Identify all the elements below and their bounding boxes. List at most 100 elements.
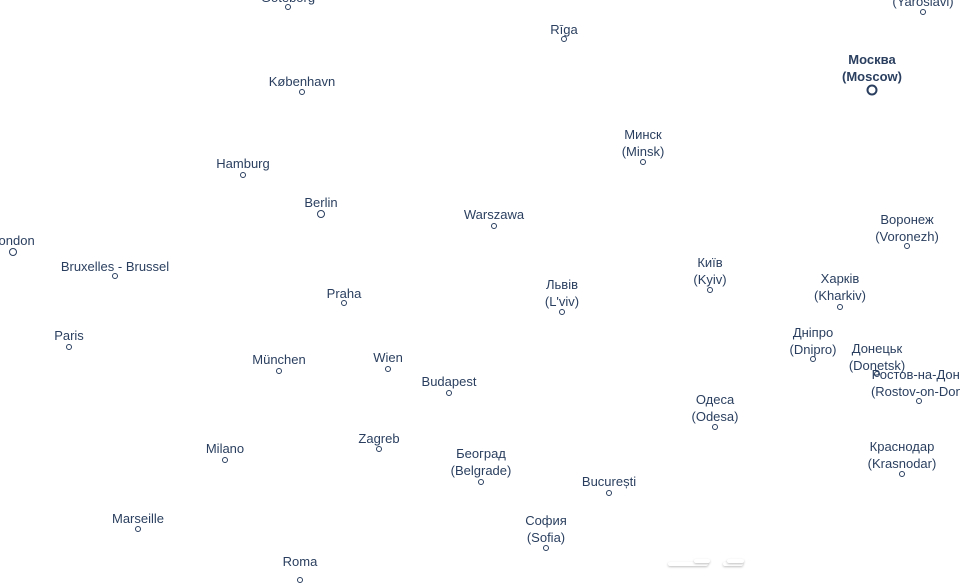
city-label-budapest: Budapest xyxy=(422,373,477,390)
city-name: Marseille xyxy=(111,511,165,526)
city-name-english: (Dnipro) xyxy=(789,342,837,357)
city-label-zagreb: Zagreb xyxy=(358,430,399,447)
city-marker-kyiv[interactable] xyxy=(707,287,713,293)
city-marker-münchen[interactable] xyxy=(276,368,282,374)
city-name-english: (Yaroslavl) xyxy=(892,0,954,9)
city-name: Донецьк xyxy=(851,341,903,356)
city-marker-donetsk[interactable] xyxy=(874,371,880,377)
city-marker-wien[interactable] xyxy=(385,366,391,372)
city-label-kharkiv: Харків (Kharkiv) xyxy=(814,270,866,304)
city-name-english: (Voronezh) xyxy=(875,229,939,244)
city-name: Roma xyxy=(282,554,318,569)
city-name: Одеса xyxy=(695,392,735,407)
city-label-odesa: Одеса (Odesa) xyxy=(692,391,739,425)
city-name-english: (Minsk) xyxy=(621,144,665,159)
city-name: București xyxy=(581,474,637,489)
city-marker-odesa[interactable] xyxy=(712,424,718,430)
city-label-rīga: Rīga xyxy=(550,21,577,38)
city-marker-hamburg[interactable] xyxy=(240,172,246,178)
city-marker-lviv[interactable] xyxy=(559,309,565,315)
city-name: Berlin xyxy=(304,195,338,210)
city-marker-yaroslavl[interactable] xyxy=(920,9,926,15)
city-marker-rīga[interactable] xyxy=(561,36,567,42)
city-name: Budapest xyxy=(421,374,477,389)
city-label-københavn: København xyxy=(269,73,336,90)
city-marker-warszawa[interactable] xyxy=(491,223,497,229)
city-name: Rīga xyxy=(550,22,578,37)
city-label-praha: Praha xyxy=(327,285,362,302)
city-label-kyiv: Київ (Kyiv) xyxy=(693,254,726,288)
city-name: Воронеж xyxy=(880,212,934,227)
city-label-lviv: Львів (L'viv) xyxy=(545,276,579,310)
city-name: Београд xyxy=(456,446,506,461)
city-marker-zagreb[interactable] xyxy=(376,446,382,452)
city-marker-roma[interactable] xyxy=(297,577,303,583)
city-marker-bruxelles-brussel[interactable] xyxy=(112,273,118,279)
city-name: Göteborg xyxy=(261,0,315,6)
city-name: Bruxelles - Brussel xyxy=(60,259,170,274)
city-name: London xyxy=(0,233,35,248)
city-name-english: (Odesa) xyxy=(691,409,739,424)
city-marker-kharkiv[interactable] xyxy=(837,304,843,310)
city-name-english: (Moscow) xyxy=(842,69,902,84)
city-name: Warszawa xyxy=(463,207,525,222)
city-marker-berlin[interactable] xyxy=(317,210,325,218)
city-name-english: (Sofia) xyxy=(526,530,566,545)
city-marker-moscow[interactable] xyxy=(866,84,878,96)
city-name: København xyxy=(268,74,336,89)
city-name-english: (Kharkiv) xyxy=(813,288,867,303)
city-name: Milano xyxy=(205,441,245,456)
city-marker-praha[interactable] xyxy=(341,300,347,306)
city-marker-sofia[interactable] xyxy=(543,545,549,551)
city-label-wien: Wien xyxy=(373,349,403,366)
city-marker-paris[interactable] xyxy=(66,344,72,350)
city-label-göteborg: Göteborg xyxy=(261,0,315,6)
city-label-yaroslavl: (Yaroslavl) xyxy=(892,0,953,10)
city-name-english: (Donetsk) xyxy=(848,358,906,373)
city-label-hamburg: Hamburg xyxy=(216,155,269,172)
city-name: Zagreb xyxy=(358,431,400,446)
city-name-english: (Krasnodar) xyxy=(867,456,937,471)
city-label-paris: Paris xyxy=(54,327,84,344)
city-name: Львів xyxy=(545,277,579,292)
city-marker-rostov-on-don[interactable] xyxy=(916,398,922,404)
city-label-warszawa: Warszawa xyxy=(464,206,524,223)
city-name-english: (L'viv) xyxy=(544,294,580,309)
map-artifact xyxy=(723,562,743,566)
city-label-bucurești: București xyxy=(582,473,636,490)
city-label-roma: Roma xyxy=(283,553,318,570)
city-marker-marseille[interactable] xyxy=(135,526,141,532)
city-marker-milano[interactable] xyxy=(222,457,228,463)
map-artifact xyxy=(668,562,708,566)
city-name: Київ xyxy=(697,255,723,270)
city-label-bruxelles-brussel: Bruxelles - Brussel xyxy=(61,258,169,275)
city-label-sofia: София (Sofia) xyxy=(525,512,567,546)
city-label-rostov-on-don: Ростов-на-Дону (Rostov-on-Don) xyxy=(871,366,960,400)
city-marker-bucurești[interactable] xyxy=(606,490,612,496)
city-label-moscow: Москва (Moscow) xyxy=(842,51,902,85)
city-name: Москва xyxy=(848,52,896,67)
city-marker-minsk[interactable] xyxy=(640,159,646,165)
map-artifact xyxy=(727,559,744,563)
city-name-english: (Rostov-on-Don) xyxy=(870,384,960,399)
city-name: Paris xyxy=(54,328,84,343)
city-marker-krasnodar[interactable] xyxy=(899,471,905,477)
city-marker-göteborg[interactable] xyxy=(285,4,291,10)
city-name: Краснодар xyxy=(869,439,935,454)
city-name: Харків xyxy=(820,271,860,286)
city-marker-budapest[interactable] xyxy=(446,390,452,396)
city-marker-london[interactable] xyxy=(9,248,17,256)
city-name: München xyxy=(252,352,306,367)
city-name: Ростов-на-Дону xyxy=(871,367,960,382)
city-name: София xyxy=(525,513,567,528)
map-artifact xyxy=(694,559,710,563)
city-label-dnipro: Дніпро (Dnipro) xyxy=(790,324,837,358)
city-name: Дніпро xyxy=(792,325,834,340)
city-marker-voronezh[interactable] xyxy=(904,243,910,249)
city-marker-dnipro[interactable] xyxy=(810,356,816,362)
city-marker-københavn[interactable] xyxy=(299,89,305,95)
city-name: Минск xyxy=(624,127,662,142)
city-marker-belgrade[interactable] xyxy=(478,479,484,485)
city-label-belgrade: Београд (Belgrade) xyxy=(451,445,512,479)
